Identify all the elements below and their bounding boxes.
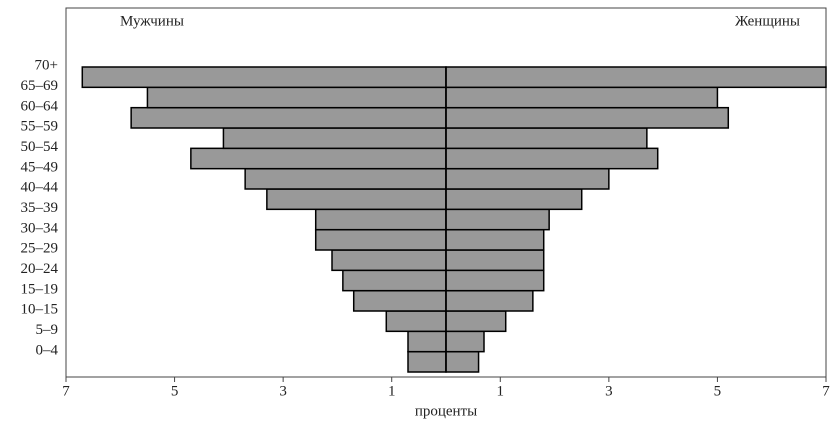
- bar: [407, 330, 447, 353]
- y-tick-label: 15–19: [21, 281, 59, 297]
- bar: [385, 310, 447, 333]
- y-tick-label: 70+: [35, 58, 58, 74]
- bar: [445, 228, 545, 251]
- plot-frame: [65, 7, 827, 378]
- bar: [445, 310, 507, 333]
- legend-right: Женщины: [735, 13, 800, 29]
- y-tick-label: 20–24: [21, 261, 59, 277]
- y-tick-label: 40–44: [21, 180, 59, 196]
- bar: [331, 249, 447, 272]
- y-tick-label: 45–49: [21, 159, 59, 175]
- legend-left: Мужчины: [120, 13, 184, 29]
- bar: [146, 86, 447, 109]
- x-tick-label: 3: [605, 383, 613, 399]
- y-tick-label: 0–4: [36, 342, 59, 358]
- bar: [445, 350, 480, 373]
- bar: [130, 106, 447, 129]
- y-tick-label: 5–9: [36, 322, 59, 338]
- bar: [445, 167, 610, 190]
- bar: [352, 289, 447, 312]
- x-tick-label: 5: [171, 383, 179, 399]
- y-tick-label: 55–59: [21, 119, 59, 135]
- bar: [445, 249, 545, 272]
- y-tick-label: 25–29: [21, 241, 59, 257]
- bar: [445, 66, 827, 89]
- bar: [445, 269, 545, 292]
- bar: [445, 188, 583, 211]
- bar: [445, 330, 485, 353]
- bar: [445, 289, 534, 312]
- bar: [222, 127, 447, 150]
- x-tick-label: 7: [62, 383, 70, 399]
- bar: [445, 147, 659, 170]
- y-tick-label: 30–34: [21, 220, 59, 236]
- bar: [445, 127, 648, 150]
- x-tick-label: 1: [497, 383, 505, 399]
- bar: [445, 86, 719, 109]
- y-tick-label: 65–69: [21, 78, 59, 94]
- y-tick-label: 35–39: [21, 200, 59, 216]
- x-tick-label: 1: [388, 383, 396, 399]
- y-tick-label: 10–15: [21, 302, 59, 318]
- bar: [445, 106, 730, 129]
- x-axis-label: проценты: [415, 403, 477, 419]
- bar: [81, 66, 447, 89]
- x-tick-label: 5: [714, 383, 722, 399]
- y-tick-label: 50–54: [21, 139, 59, 155]
- bar: [314, 228, 447, 251]
- bar: [445, 208, 550, 231]
- y-tick-label: 60–64: [21, 98, 59, 114]
- bar: [342, 269, 447, 292]
- x-tick-label: 7: [822, 383, 830, 399]
- bar: [407, 350, 447, 373]
- bar: [190, 147, 447, 170]
- bar: [244, 167, 447, 190]
- bar: [266, 188, 447, 211]
- bar: [314, 208, 447, 231]
- x-tick-label: 3: [279, 383, 287, 399]
